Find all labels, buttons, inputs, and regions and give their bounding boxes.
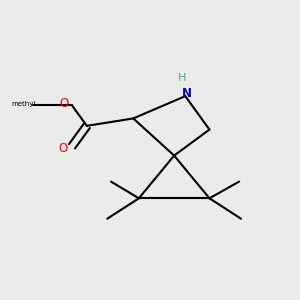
Text: H: H xyxy=(177,73,186,83)
Text: O: O xyxy=(58,142,67,154)
Text: O: O xyxy=(59,97,68,110)
Text: methyl: methyl xyxy=(11,101,36,107)
Text: N: N xyxy=(182,87,192,100)
